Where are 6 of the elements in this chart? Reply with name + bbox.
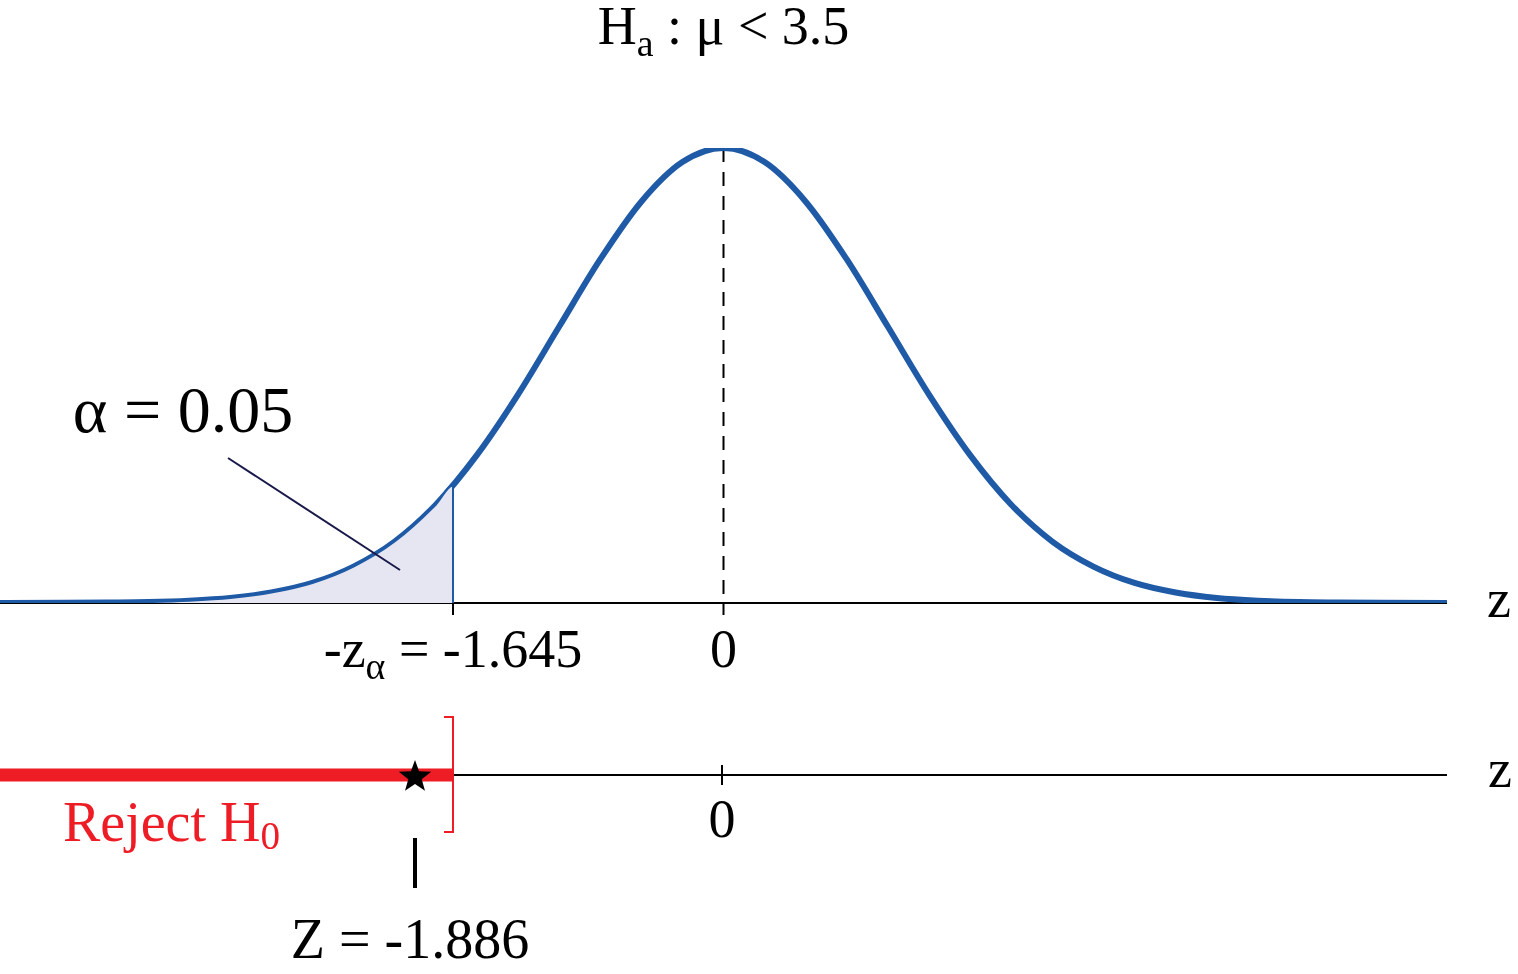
text: Z = -1.886 — [290, 907, 530, 970]
text: Reject H$_{0}$ — [63, 790, 281, 857]
x-axis-title: z — [1487, 569, 1511, 630]
text: 0 — [708, 789, 736, 850]
text: z — [1488, 739, 1512, 800]
annotation: α = 0.05 — [72, 373, 294, 447]
